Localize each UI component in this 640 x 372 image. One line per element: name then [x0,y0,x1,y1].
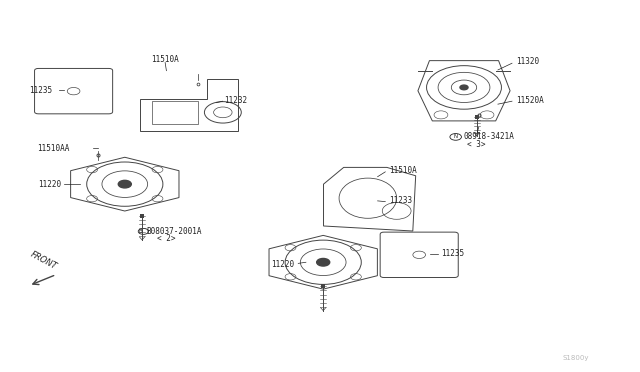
Text: B08037-2001A: B08037-2001A [146,227,202,236]
Text: 11320: 11320 [516,57,539,66]
Text: 11235: 11235 [29,86,52,94]
Circle shape [460,85,468,90]
Text: 11235: 11235 [442,249,465,258]
Text: B: B [139,229,143,234]
Circle shape [317,259,330,266]
Text: FRONT: FRONT [29,249,58,271]
Text: 08918-3421A: 08918-3421A [463,132,514,141]
Text: N: N [454,134,458,140]
Circle shape [118,180,131,188]
Text: 11232: 11232 [224,96,247,105]
Text: S1800y: S1800y [563,355,589,361]
Text: 11510AA: 11510AA [37,144,70,153]
Text: 11220: 11220 [38,180,61,189]
Text: < 2>: < 2> [157,234,175,243]
Text: 11220: 11220 [271,260,294,269]
Text: < 3>: < 3> [467,140,486,149]
Text: 11233: 11233 [389,196,412,205]
Text: 11520A: 11520A [516,96,543,105]
Text: 11510A: 11510A [151,55,179,64]
Text: 11510A: 11510A [389,166,417,175]
